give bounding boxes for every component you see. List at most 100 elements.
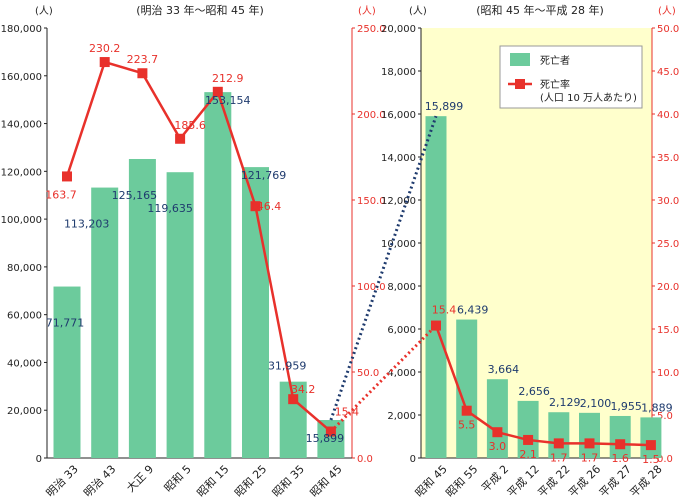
right-tick-label: 30.0 bbox=[657, 196, 679, 207]
data-label-rate: 223.7 bbox=[127, 53, 159, 66]
left-tick-label: 18,000 bbox=[381, 67, 416, 78]
left-tick-label: 2,000 bbox=[387, 411, 416, 422]
category-label: 昭和 45 bbox=[308, 463, 345, 500]
data-label-rate: 5.5 bbox=[458, 419, 476, 432]
legend-marker-rate bbox=[515, 79, 525, 89]
category-label: 平成 27 bbox=[597, 463, 634, 500]
rate-marker bbox=[137, 68, 148, 79]
left-tick-label: 80,000 bbox=[7, 263, 42, 274]
category-label: 昭和 5 bbox=[162, 463, 194, 495]
right-tick-label: 25.0 bbox=[657, 239, 679, 250]
rate-marker bbox=[553, 438, 564, 449]
data-label-deaths: 2,100 bbox=[580, 397, 612, 410]
bar-deaths bbox=[579, 412, 600, 458]
data-label-deaths: 71,771 bbox=[46, 317, 85, 330]
chart-title-1: (明治 33 年〜昭和 45 年) bbox=[136, 3, 264, 17]
left-tick-label: 40,000 bbox=[7, 358, 42, 369]
left-tick-label: 180,000 bbox=[1, 24, 42, 35]
chart-title-2: (昭和 45 年〜平成 28 年) bbox=[476, 3, 604, 17]
data-label-deaths: 3,664 bbox=[488, 363, 520, 376]
data-label-rate: 163.7 bbox=[45, 188, 77, 201]
category-label: 昭和 25 bbox=[232, 463, 269, 500]
bar-deaths bbox=[204, 92, 232, 458]
category-label: 明治 33 bbox=[43, 462, 81, 500]
left-tick-label: 60,000 bbox=[7, 311, 42, 322]
category-label: 昭和 35 bbox=[270, 463, 307, 500]
data-label-deaths: 2,129 bbox=[549, 396, 581, 409]
data-label-rate: 185.6 bbox=[174, 119, 206, 132]
data-label-rate: 1.7 bbox=[550, 451, 568, 464]
legend-label-rate: 死亡率 bbox=[540, 78, 570, 91]
right-tick-label: 200.0 bbox=[357, 110, 386, 121]
legend-label-deaths: 死亡者 bbox=[540, 54, 570, 67]
left-tick-label: 10,000 bbox=[381, 239, 416, 250]
bar-deaths bbox=[317, 420, 345, 458]
category-label: 昭和 45 bbox=[413, 463, 450, 500]
left-axis-unit-2: (人) bbox=[409, 5, 427, 17]
right-tick-label: 0.0 bbox=[657, 454, 673, 465]
bar-deaths bbox=[53, 286, 81, 458]
rate-line bbox=[65, 60, 332, 433]
rate-marker bbox=[615, 439, 626, 450]
left-tick-label: 6,000 bbox=[387, 325, 416, 336]
data-label-deaths: 15,899 bbox=[425, 100, 464, 113]
right-tick-label: 10.0 bbox=[657, 368, 679, 379]
bar-deaths bbox=[640, 417, 662, 458]
rate-marker bbox=[523, 434, 534, 445]
bar-deaths bbox=[486, 379, 508, 458]
left-tick-label: 0 bbox=[36, 454, 42, 465]
bar-deaths bbox=[91, 187, 119, 458]
right-tick-label: 50.0 bbox=[357, 368, 379, 379]
bar-deaths bbox=[548, 412, 570, 458]
left-tick-label: 140,000 bbox=[1, 120, 42, 131]
right-tick-label: 45.0 bbox=[657, 67, 679, 78]
rate-marker bbox=[250, 201, 261, 212]
right-tick-label: 35.0 bbox=[657, 153, 679, 164]
data-label-deaths: 121,769 bbox=[241, 169, 287, 182]
left-tick-label: 20,000 bbox=[381, 24, 416, 35]
left-tick-label: 14,000 bbox=[381, 153, 416, 164]
data-label-deaths: 119,635 bbox=[147, 202, 193, 215]
right-axis-unit-1: (人) bbox=[358, 5, 376, 17]
left-axis-unit-1: (人) bbox=[35, 5, 53, 17]
rate-marker bbox=[212, 86, 223, 97]
data-label-deaths: 1,955 bbox=[610, 400, 642, 413]
category-label: 大正 9 bbox=[123, 462, 156, 495]
data-label-rate: 1.7 bbox=[581, 451, 599, 464]
bar-deaths bbox=[425, 116, 447, 458]
right-axis-unit-2: (人) bbox=[658, 5, 676, 17]
left-tick-label: 120,000 bbox=[1, 167, 42, 178]
rate-marker bbox=[492, 427, 503, 438]
right-tick-label: 150.0 bbox=[357, 196, 386, 207]
data-label-rate: 3.0 bbox=[489, 440, 507, 453]
left-tick-label: 0 bbox=[410, 454, 416, 465]
bar-deaths bbox=[517, 400, 539, 458]
data-label-rate: 1.5 bbox=[642, 453, 660, 466]
left-tick-label: 160,000 bbox=[1, 72, 42, 83]
bar-deaths bbox=[242, 167, 269, 458]
right-tick-label: 50.0 bbox=[657, 24, 679, 35]
legend-swatch-deaths bbox=[510, 53, 530, 66]
category-label: 昭和 15 bbox=[194, 463, 231, 500]
right-tick-label: 40.0 bbox=[657, 110, 679, 121]
data-label-deaths: 31,959 bbox=[268, 360, 307, 373]
data-label-deaths: 2,656 bbox=[518, 385, 550, 398]
bar-deaths bbox=[456, 319, 478, 458]
category-label: 明治 43 bbox=[81, 462, 119, 500]
bar-deaths bbox=[609, 415, 631, 458]
rate-marker bbox=[645, 440, 656, 451]
left-tick-label: 8,000 bbox=[387, 282, 416, 293]
right-tick-label: 5.0 bbox=[657, 411, 673, 422]
left-tick-label: 16,000 bbox=[381, 110, 416, 121]
data-label-deaths: 15,899 bbox=[306, 432, 345, 445]
rate-marker bbox=[461, 405, 472, 416]
bar-deaths bbox=[128, 158, 156, 458]
data-label-deaths: 1,889 bbox=[641, 401, 673, 414]
rate-marker bbox=[288, 394, 299, 405]
data-label-rate: 146.4 bbox=[250, 200, 282, 213]
data-label-rate: 212.9 bbox=[212, 72, 244, 85]
rate-marker bbox=[175, 133, 186, 144]
left-tick-label: 20,000 bbox=[7, 406, 42, 417]
